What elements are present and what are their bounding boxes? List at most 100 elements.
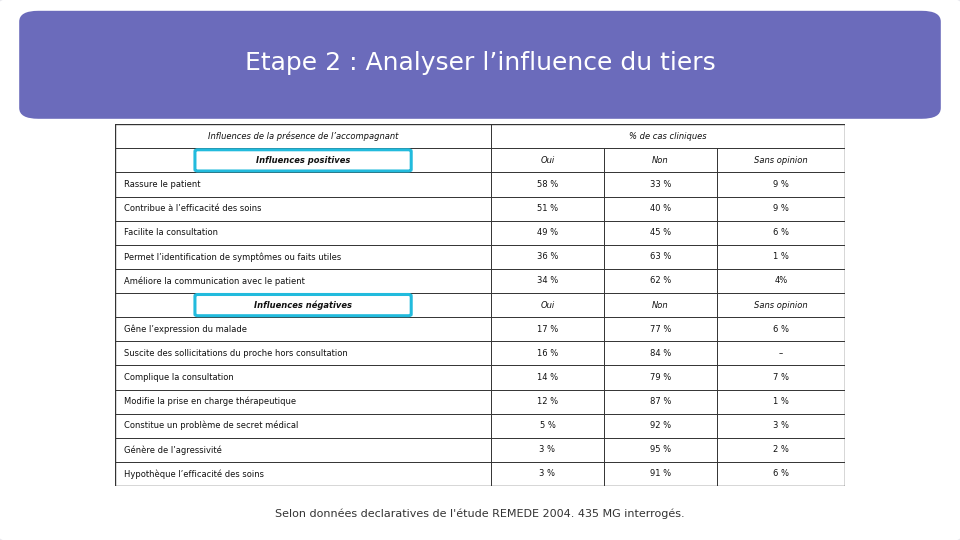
Bar: [115, 366, 491, 389]
Text: 84 %: 84 %: [650, 349, 671, 358]
Bar: [717, 245, 845, 269]
Bar: [491, 293, 604, 317]
Text: Sans opinion: Sans opinion: [755, 156, 807, 165]
Text: 5 %: 5 %: [540, 421, 556, 430]
Text: Selon données declaratives de l'étude REMEDE 2004. 435 MG interrogés.: Selon données declaratives de l'étude RE…: [276, 509, 684, 519]
Text: 87 %: 87 %: [650, 397, 671, 406]
Text: Influences de la présence de l’accompagnant: Influences de la présence de l’accompagn…: [208, 132, 398, 141]
Text: 3 %: 3 %: [540, 469, 556, 478]
Text: 33 %: 33 %: [650, 180, 671, 189]
Text: Influences positives: Influences positives: [256, 156, 350, 165]
Bar: [491, 317, 604, 341]
Text: Permet l’identification de symptômes ou faits utiles: Permet l’identification de symptômes ou …: [124, 252, 341, 261]
Text: 51 %: 51 %: [537, 204, 558, 213]
Text: Non: Non: [652, 301, 669, 309]
Text: 49 %: 49 %: [537, 228, 558, 237]
Bar: [491, 148, 604, 172]
Text: 45 %: 45 %: [650, 228, 671, 237]
Bar: [717, 389, 845, 414]
Text: 6 %: 6 %: [773, 469, 789, 478]
Text: Facilite la consultation: Facilite la consultation: [124, 228, 218, 237]
Bar: [604, 221, 717, 245]
Bar: [115, 172, 491, 197]
Text: Améliore la communication avec le patient: Améliore la communication avec le patien…: [124, 276, 305, 286]
Bar: [491, 414, 604, 438]
Bar: [491, 221, 604, 245]
Text: Rassure le patient: Rassure le patient: [124, 180, 201, 189]
Bar: [115, 124, 491, 148]
Bar: [604, 317, 717, 341]
Bar: [491, 341, 604, 366]
Bar: [604, 341, 717, 366]
Bar: [717, 269, 845, 293]
Bar: [491, 197, 604, 221]
Bar: [604, 366, 717, 389]
Bar: [491, 366, 604, 389]
Text: Oui: Oui: [540, 301, 555, 309]
Bar: [115, 462, 491, 486]
Text: Sans opinion: Sans opinion: [755, 301, 807, 309]
Text: Etape 2 : Analyser l’influence du tiers: Etape 2 : Analyser l’influence du tiers: [245, 51, 715, 75]
Bar: [604, 172, 717, 197]
Text: 3 %: 3 %: [540, 446, 556, 454]
Bar: [491, 124, 845, 148]
Text: 4%: 4%: [775, 276, 787, 286]
Text: 40 %: 40 %: [650, 204, 671, 213]
Text: 1 %: 1 %: [773, 252, 789, 261]
Bar: [115, 389, 491, 414]
Bar: [491, 172, 604, 197]
Text: 9 %: 9 %: [773, 204, 789, 213]
Text: Modifie la prise en charge thérapeutique: Modifie la prise en charge thérapeutique: [124, 397, 296, 406]
Bar: [115, 293, 491, 317]
Text: 17 %: 17 %: [537, 325, 558, 334]
Text: 1 %: 1 %: [773, 397, 789, 406]
Text: 7 %: 7 %: [773, 373, 789, 382]
Bar: [717, 148, 845, 172]
Text: Complique la consultation: Complique la consultation: [124, 373, 233, 382]
Text: 3 %: 3 %: [773, 421, 789, 430]
Text: 34 %: 34 %: [537, 276, 558, 286]
Text: % de cas cliniques: % de cas cliniques: [629, 132, 707, 141]
Bar: [604, 148, 717, 172]
Text: Suscite des sollicitations du proche hors consultation: Suscite des sollicitations du proche hor…: [124, 349, 348, 358]
Bar: [717, 414, 845, 438]
Bar: [604, 389, 717, 414]
Bar: [717, 172, 845, 197]
Bar: [115, 245, 491, 269]
Bar: [604, 269, 717, 293]
Text: Influences négatives: Influences négatives: [254, 300, 352, 310]
Bar: [491, 438, 604, 462]
Bar: [604, 293, 717, 317]
Bar: [115, 197, 491, 221]
Text: Génère de l’agressivité: Génère de l’agressivité: [124, 445, 222, 455]
Bar: [717, 197, 845, 221]
Bar: [491, 389, 604, 414]
Bar: [115, 148, 491, 172]
Bar: [115, 414, 491, 438]
Bar: [717, 366, 845, 389]
Text: 9 %: 9 %: [773, 180, 789, 189]
Bar: [491, 269, 604, 293]
Bar: [604, 438, 717, 462]
Text: 77 %: 77 %: [650, 325, 671, 334]
Bar: [717, 462, 845, 486]
Text: Constitue un problème de secret médical: Constitue un problème de secret médical: [124, 421, 299, 430]
Text: 16 %: 16 %: [537, 349, 558, 358]
Bar: [717, 293, 845, 317]
FancyBboxPatch shape: [195, 150, 411, 171]
Text: 12 %: 12 %: [537, 397, 558, 406]
Text: 91 %: 91 %: [650, 469, 671, 478]
Text: Oui: Oui: [540, 156, 555, 165]
Text: 6 %: 6 %: [773, 228, 789, 237]
Bar: [115, 317, 491, 341]
Bar: [115, 341, 491, 366]
Text: 79 %: 79 %: [650, 373, 671, 382]
Text: 58 %: 58 %: [537, 180, 558, 189]
Text: 95 %: 95 %: [650, 446, 671, 454]
Text: 63 %: 63 %: [650, 252, 671, 261]
Bar: [604, 245, 717, 269]
Text: Contribue à l’efficacité des soins: Contribue à l’efficacité des soins: [124, 204, 261, 213]
Bar: [115, 438, 491, 462]
Bar: [604, 414, 717, 438]
Text: 14 %: 14 %: [537, 373, 558, 382]
